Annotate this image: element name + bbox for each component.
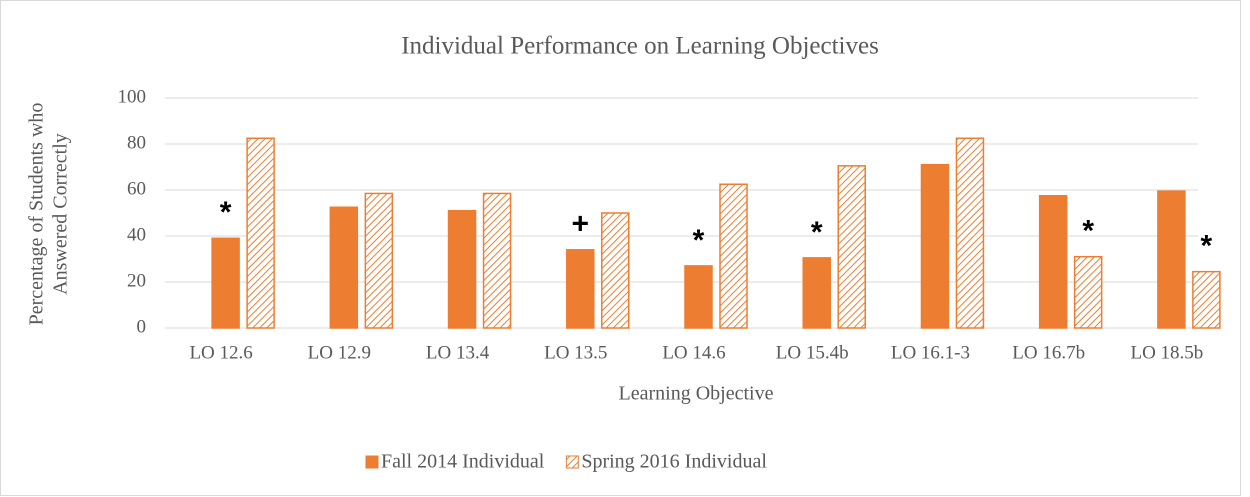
bar — [802, 257, 831, 329]
x-tick-label: LO 13.4 — [426, 342, 490, 363]
bar — [1073, 255, 1103, 329]
bar — [566, 249, 595, 329]
x-tick-label: LO 18.5b — [1130, 342, 1203, 363]
legend-swatch — [365, 455, 379, 469]
bar — [1157, 190, 1186, 329]
bar — [1038, 195, 1068, 329]
x-tick-label: LO 16.1-3 — [891, 342, 970, 363]
x-axis-title: Learning Objective — [619, 383, 774, 405]
bar — [329, 206, 359, 329]
bar — [246, 137, 275, 329]
bar — [447, 209, 477, 329]
bar — [837, 165, 866, 329]
bar — [211, 237, 240, 329]
legend-swatch — [565, 455, 579, 469]
bar — [601, 212, 630, 329]
y-tick-label: 40 — [127, 224, 146, 245]
annotation: * — [1201, 230, 1213, 263]
x-tick-label: LO 13.5 — [544, 342, 607, 363]
bar — [482, 192, 512, 329]
y-tick-label: 60 — [127, 178, 146, 199]
x-tick-label: LO 16.7b — [1012, 342, 1085, 363]
bar — [719, 183, 748, 329]
bar — [364, 192, 394, 329]
annotation: * — [811, 216, 823, 249]
y-axis-title-line: Percentage of Students who — [26, 103, 48, 326]
bar — [684, 265, 713, 329]
y-tick-label: 20 — [127, 270, 146, 291]
y-tick-label: 80 — [127, 132, 146, 153]
annotation: * — [1082, 215, 1094, 248]
y-tick-label: 0 — [137, 316, 147, 337]
bar — [920, 163, 950, 329]
annotation: * — [220, 196, 232, 229]
legend-label: Spring 2016 Individual — [581, 451, 767, 473]
bar — [955, 137, 985, 329]
x-tick-label: LO 14.6 — [662, 342, 725, 363]
legend-label: Fall 2014 Individual — [381, 451, 545, 473]
y-tick-label: 100 — [118, 86, 147, 107]
x-tick-label: LO 15.4b — [776, 342, 849, 363]
annotation: * — [693, 224, 705, 257]
y-axis-title-line: Answered Correctly — [50, 133, 72, 295]
x-tick-label: LO 12.6 — [189, 342, 252, 363]
chart-title: Individual Performance on Learning Objec… — [401, 33, 879, 60]
bar — [1192, 270, 1221, 329]
annotation: + — [572, 208, 590, 241]
y-axis-title: Percentage of Students who Answered Corr… — [26, 103, 72, 326]
x-tick-label: LO 12.9 — [308, 342, 371, 363]
